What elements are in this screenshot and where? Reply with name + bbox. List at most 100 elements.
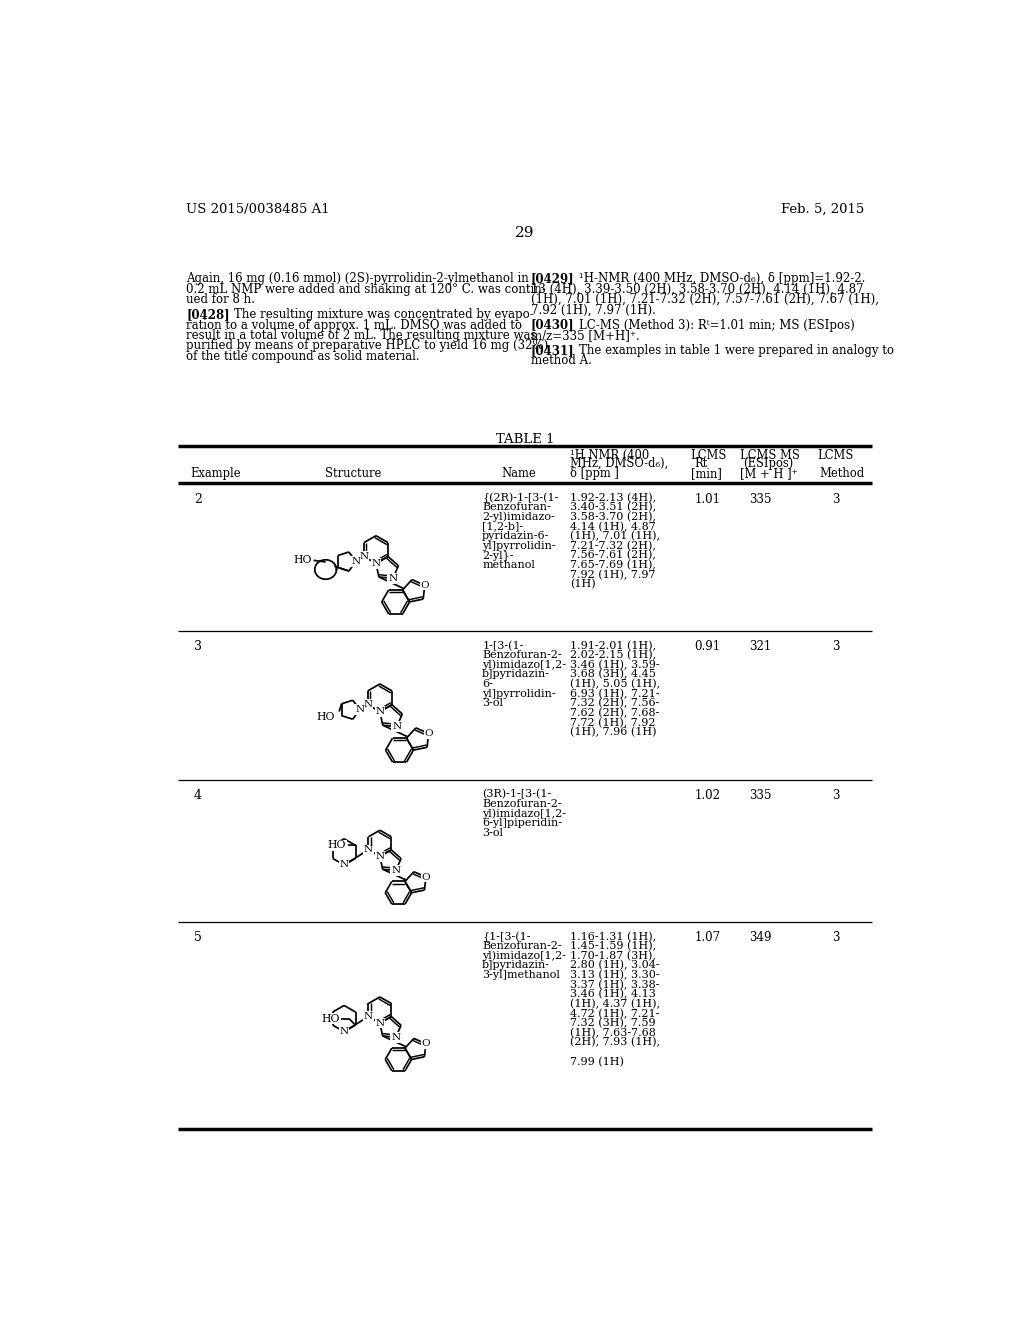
Text: N: N — [355, 705, 365, 714]
Text: 1.01: 1.01 — [694, 492, 721, 506]
Text: N: N — [372, 558, 381, 568]
Text: 0.91: 0.91 — [694, 640, 721, 653]
Text: 7.56-7.61 (2H),: 7.56-7.61 (2H), — [569, 550, 655, 561]
Text: 1.16-1.31 (1H),: 1.16-1.31 (1H), — [569, 932, 656, 942]
Text: 321: 321 — [750, 640, 772, 653]
Text: (1H), 7.01 (1H),: (1H), 7.01 (1H), — [569, 531, 659, 541]
Text: ¹H NMR (400: ¹H NMR (400 — [569, 449, 649, 462]
Text: Feb. 5, 2015: Feb. 5, 2015 — [781, 203, 864, 216]
Text: 3.58-3.70 (2H),: 3.58-3.70 (2H), — [569, 512, 655, 523]
Text: purified by means of preparative HPLC to yield 16 mg (32%): purified by means of preparative HPLC to… — [186, 339, 549, 352]
Text: N: N — [364, 845, 373, 854]
Text: 13 (4H), 3.39-3.50 (2H), 3.58-3.70 (2H), 4.14 (1H), 4.87: 13 (4H), 3.39-3.50 (2H), 3.58-3.70 (2H),… — [531, 282, 863, 296]
Text: methanol: methanol — [482, 560, 536, 570]
Text: ration to a volume of approx. 1 mL. DMSO was added to: ration to a volume of approx. 1 mL. DMSO… — [186, 318, 522, 331]
Text: 1.70-1.87 (3H),: 1.70-1.87 (3H), — [569, 950, 655, 961]
Text: O: O — [424, 729, 433, 738]
Text: ¹H-NMR (400 MHz, DMSO-d₆), δ [ppm]=1.92-2.: ¹H-NMR (400 MHz, DMSO-d₆), δ [ppm]=1.92-… — [563, 272, 865, 285]
Text: Structure: Structure — [325, 467, 381, 480]
Text: 3: 3 — [831, 492, 840, 506]
Text: 7.65-7.69 (1H),: 7.65-7.69 (1H), — [569, 560, 655, 570]
Text: [0429]: [0429] — [531, 272, 574, 285]
Text: m/z=335 [M+H]⁺.: m/z=335 [M+H]⁺. — [531, 329, 640, 342]
Text: method A.: method A. — [531, 354, 592, 367]
Text: 3-ol: 3-ol — [482, 828, 503, 837]
Text: (1H), 7.01 (1H), 7.21-7.32 (2H), 7.57-7.61 (2H), 7.67 (1H),: (1H), 7.01 (1H), 7.21-7.32 (2H), 7.57-7.… — [531, 293, 879, 306]
Text: Example: Example — [190, 467, 241, 480]
Text: [0430]: [0430] — [531, 318, 574, 331]
Text: LCMS: LCMS — [690, 449, 726, 462]
Text: 4: 4 — [194, 789, 202, 803]
Text: 3.40-3.51 (2H),: 3.40-3.51 (2H), — [569, 502, 656, 512]
Text: N: N — [359, 552, 369, 561]
Text: δ [ppm ]: δ [ppm ] — [569, 467, 618, 480]
Text: 1.92-2.13 (4H),: 1.92-2.13 (4H), — [569, 492, 656, 503]
Text: 3.46 (1H), 3.59-: 3.46 (1H), 3.59- — [569, 660, 659, 671]
Text: 3: 3 — [831, 640, 840, 653]
Text: yl)imidazo[1,2-: yl)imidazo[1,2- — [482, 808, 566, 818]
Text: 3: 3 — [831, 789, 840, 803]
Text: 7.72 (1H), 7.92: 7.72 (1H), 7.92 — [569, 718, 655, 727]
Text: {(2R)-1-[3-(1-: {(2R)-1-[3-(1- — [482, 492, 558, 504]
Text: N: N — [392, 722, 401, 731]
Text: US 2015/0038485 A1: US 2015/0038485 A1 — [186, 203, 330, 216]
Text: 1.02: 1.02 — [694, 789, 721, 803]
Text: yl]pyrrolidin-: yl]pyrrolidin- — [482, 689, 556, 698]
Text: HO: HO — [294, 556, 312, 565]
Text: 7.99 (1H): 7.99 (1H) — [569, 1056, 624, 1067]
Text: (3R)-1-[3-(1-: (3R)-1-[3-(1- — [482, 789, 552, 800]
Text: {1-[3-(1-: {1-[3-(1- — [482, 932, 530, 942]
Text: 335: 335 — [750, 492, 772, 506]
Text: O: O — [422, 1039, 430, 1048]
Text: N: N — [376, 708, 384, 717]
Text: yl)imidazo[1,2-: yl)imidazo[1,2- — [482, 950, 566, 961]
Text: N: N — [364, 700, 373, 709]
Text: 2-yl}-: 2-yl}- — [482, 550, 514, 561]
Text: 7.21-7.32 (2H),: 7.21-7.32 (2H), — [569, 541, 655, 550]
Text: 29: 29 — [515, 226, 535, 240]
Text: [1,2-b]-: [1,2-b]- — [482, 521, 523, 532]
Text: Benzofuran-2-: Benzofuran-2- — [482, 649, 562, 660]
Text: pyridazin-6-: pyridazin-6- — [482, 531, 550, 541]
Text: ued for 8 h.: ued for 8 h. — [186, 293, 255, 306]
Text: 0.2 mL NMP were added and shaking at 120° C. was contin-: 0.2 mL NMP were added and shaking at 120… — [186, 282, 546, 296]
Text: N: N — [376, 1019, 384, 1027]
Text: (2H), 7.93 (1H),: (2H), 7.93 (1H), — [569, 1038, 659, 1048]
Text: [M + H ]⁺: [M + H ]⁺ — [740, 467, 798, 480]
Text: 7.92 (1H), 7.97: 7.92 (1H), 7.97 — [569, 570, 655, 579]
Text: Benzofuran-: Benzofuran- — [482, 502, 551, 512]
Text: 3-yl]methanol: 3-yl]methanol — [482, 970, 560, 979]
Text: yl)imidazo[1,2-: yl)imidazo[1,2- — [482, 660, 566, 671]
Text: b]pyridazin-: b]pyridazin- — [482, 669, 550, 680]
Text: MHz, DMSO-d₆),: MHz, DMSO-d₆), — [569, 457, 668, 470]
Text: 349: 349 — [750, 932, 772, 945]
Text: 2.80 (1H), 3.04-: 2.80 (1H), 3.04- — [569, 961, 659, 970]
Text: 6.93 (1H), 7.21-: 6.93 (1H), 7.21- — [569, 689, 659, 698]
Text: [0431]: [0431] — [531, 345, 574, 356]
Text: (ESIpos): (ESIpos) — [743, 457, 794, 470]
Text: N: N — [340, 1027, 348, 1036]
Text: The resulting mixture was concentrated by evapo-: The resulting mixture was concentrated b… — [219, 308, 534, 321]
Text: LCMS MS: LCMS MS — [740, 449, 800, 462]
Text: yl]pyrrolidin-: yl]pyrrolidin- — [482, 541, 556, 550]
Text: (1H), 7.63-7.68: (1H), 7.63-7.68 — [569, 1028, 655, 1038]
Text: LCMS: LCMS — [818, 449, 854, 462]
Text: 2.02-2.15 (1H),: 2.02-2.15 (1H), — [569, 649, 656, 660]
Text: 3: 3 — [194, 640, 202, 653]
Text: (1H): (1H) — [569, 579, 595, 590]
Text: 2: 2 — [194, 492, 202, 506]
Text: HO: HO — [316, 711, 335, 722]
Text: 3.46 (1H), 4.13: 3.46 (1H), 4.13 — [569, 989, 655, 999]
Text: Method: Method — [819, 467, 864, 480]
Text: 6-: 6- — [482, 678, 493, 689]
Text: 7.92 (1H), 7.97 (1H).: 7.92 (1H), 7.97 (1H). — [531, 304, 656, 317]
Text: 4.14 (1H), 4.87: 4.14 (1H), 4.87 — [569, 521, 655, 532]
Text: 5: 5 — [194, 932, 202, 945]
Text: 3.13 (1H), 3.30-: 3.13 (1H), 3.30- — [569, 970, 659, 981]
Text: O: O — [422, 873, 430, 882]
Text: (1H), 4.37 (1H),: (1H), 4.37 (1H), — [569, 999, 659, 1010]
Text: N: N — [340, 861, 348, 870]
Text: [min]: [min] — [690, 467, 722, 480]
Text: HO: HO — [322, 1014, 340, 1023]
Text: Name: Name — [502, 467, 537, 480]
